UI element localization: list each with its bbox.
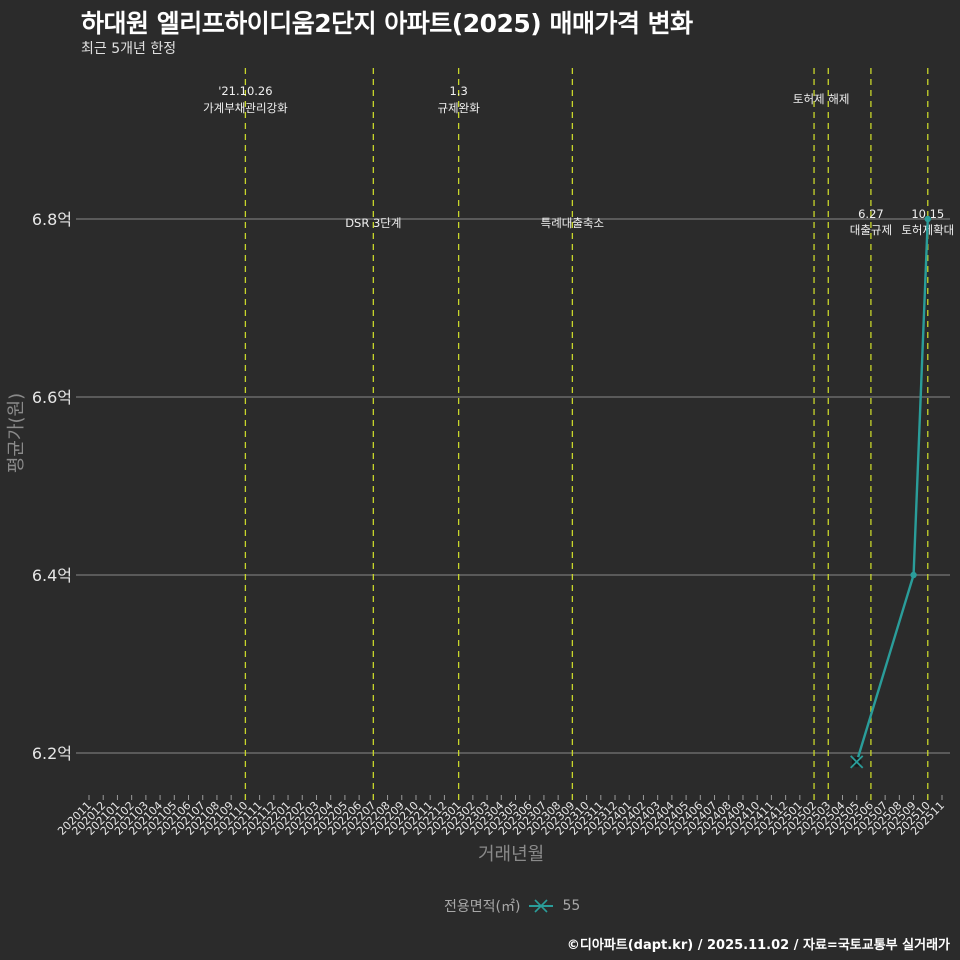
data-point-x-marker bbox=[850, 755, 864, 769]
event-annotation: 10.15 bbox=[911, 207, 944, 221]
event-annotation: 토허제 해제 bbox=[793, 92, 850, 106]
x-axis-label: 거래년월 bbox=[478, 844, 545, 865]
y-axis-label: 평균가(원) bbox=[6, 392, 27, 474]
event-annotation: 1.3 bbox=[449, 84, 467, 98]
event-annotation: '21.10.26 bbox=[218, 84, 272, 98]
event-annotation: 6.27 bbox=[858, 207, 884, 221]
legend-title: 전용면적(㎡) bbox=[444, 899, 521, 915]
event-annotation: DSR 3단계 bbox=[345, 216, 401, 230]
y-tick-label: 6.6억 bbox=[32, 388, 72, 407]
event-annotation: 규제완화 bbox=[437, 101, 480, 115]
event-annotation: 대출규제 bbox=[850, 223, 892, 237]
chart-subtitle: 최근 5개년 한정 bbox=[81, 41, 177, 57]
series-line-55 bbox=[855, 218, 929, 763]
y-tick-label: 6.8억 bbox=[32, 210, 72, 229]
event-annotation: 특례대출축소 bbox=[541, 216, 604, 230]
y-tick-label: 6.4억 bbox=[32, 566, 72, 585]
legend-key-x-line-icon bbox=[529, 899, 554, 913]
footer-credit: ©디아파트(dapt.kr) / 2025.11.02 / 자료=국토교통부 실… bbox=[566, 938, 950, 953]
data-point bbox=[910, 571, 917, 579]
legend-item-55: 55 bbox=[562, 898, 581, 914]
event-annotation: 가계부채관리강화 bbox=[203, 101, 288, 115]
data-point bbox=[924, 215, 931, 223]
y-tick-label: 6.2억 bbox=[32, 744, 72, 763]
chart-title: 하대원 엘리프하이디움2단지 아파트(2025) 매매가격 변화 bbox=[81, 9, 693, 38]
legend: 전용면적(㎡) 55 bbox=[444, 896, 580, 916]
